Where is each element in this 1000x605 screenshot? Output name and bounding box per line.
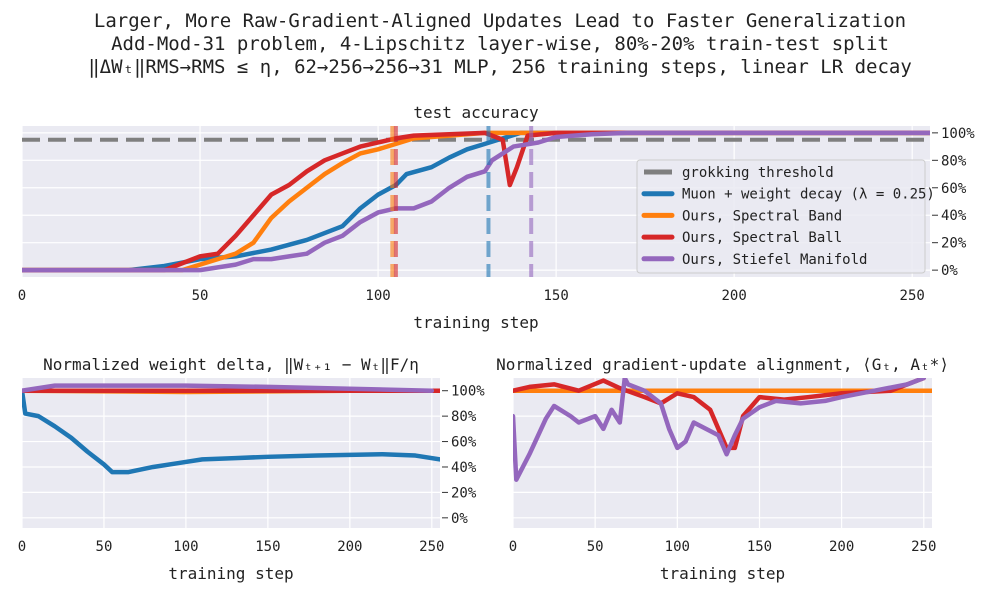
x-axis-label: training step	[660, 564, 785, 583]
y-tick-label: 0%	[451, 511, 468, 527]
x-tick-label: 100	[173, 539, 198, 555]
y-tick-label: 60%	[451, 435, 477, 451]
ball-series-line	[513, 378, 927, 451]
legend-label: Muon + weight decay (λ = 0.25)	[682, 187, 935, 203]
x-tick-label: 0	[18, 539, 26, 555]
x-tick-label: 250	[911, 539, 936, 555]
x-tick-label: 0	[18, 288, 26, 304]
stiefel-series-line	[513, 378, 927, 482]
muon-series-line	[22, 388, 440, 475]
y-tick-label: 100%	[451, 384, 485, 400]
x-tick-label: 250	[419, 539, 444, 555]
x-tick-label: 50	[96, 539, 113, 555]
x-tick-label: 200	[337, 539, 362, 555]
figure-title: Larger, More Raw-Gradient-Aligned Update…	[94, 10, 906, 32]
x-tick-label: 50	[587, 539, 604, 555]
legend-label: Ours, Stiefel Manifold	[682, 252, 867, 268]
y-tick-label: 20%	[451, 485, 477, 501]
y-tick-label: 40%	[451, 460, 477, 476]
x-tick-label: 200	[722, 288, 747, 304]
legend-label: Ours, Spectral Band	[682, 208, 842, 224]
plot-title: Normalized weight delta, ‖Wₜ₊₁ − Wₜ‖F/η	[43, 355, 419, 374]
legend-label: grokking threshold	[682, 165, 834, 181]
x-tick-label: 200	[829, 539, 854, 555]
x-tick-label: 100	[665, 539, 690, 555]
y-tick-label: 80%	[941, 153, 967, 169]
y-tick-label: 100%	[941, 126, 975, 142]
muon-series-line	[22, 130, 930, 273]
x-tick-label: 150	[543, 288, 568, 304]
plot-title: Normalized gradient-update alignment, ⟨G…	[496, 355, 949, 374]
ball-series-line	[22, 130, 930, 273]
y-tick-label: 20%	[941, 236, 967, 252]
band-series-line	[22, 130, 930, 273]
y-tick-label: 40%	[941, 208, 967, 224]
alignment-plot: 0 50 100 150 200 250 Normalized gradient-updat…	[496, 355, 949, 583]
legend-label: Ours, Spectral Ball	[682, 230, 842, 246]
x-axis-label: training step	[168, 564, 293, 583]
legend-box	[636, 159, 926, 274]
x-tick-label: 50	[192, 288, 209, 304]
weight-delta-plot: 0 50 100 150 200 250 0% 20% 40% 60% 80% 100% Normali…	[18, 355, 486, 583]
x-axis-label: training step	[413, 313, 538, 332]
x-tick-label: 0	[509, 539, 517, 555]
y-tick-label: 0%	[941, 263, 958, 279]
y-tick-label: 80%	[451, 409, 477, 425]
legend: grokking threshold Muon + weight decay (λ…	[636, 159, 935, 274]
figure-subtitle-2: ‖ΔWₜ‖RMS→RMS ≤ η, 62→256→256→31 MLP, 256…	[88, 56, 912, 78]
x-tick-label: 250	[900, 288, 925, 304]
x-tick-label: 150	[747, 539, 772, 555]
x-tick-label: 150	[255, 539, 280, 555]
x-tick-label: 100	[365, 288, 390, 304]
y-tick-label: 60%	[941, 181, 967, 197]
plot-area	[513, 378, 932, 528]
stiefel-series-line	[22, 383, 435, 393]
plot-title: test accuracy	[413, 103, 539, 122]
figure-subtitle: Add-Mod-31 problem, 4-Lipschitz layer-wi…	[111, 33, 889, 55]
